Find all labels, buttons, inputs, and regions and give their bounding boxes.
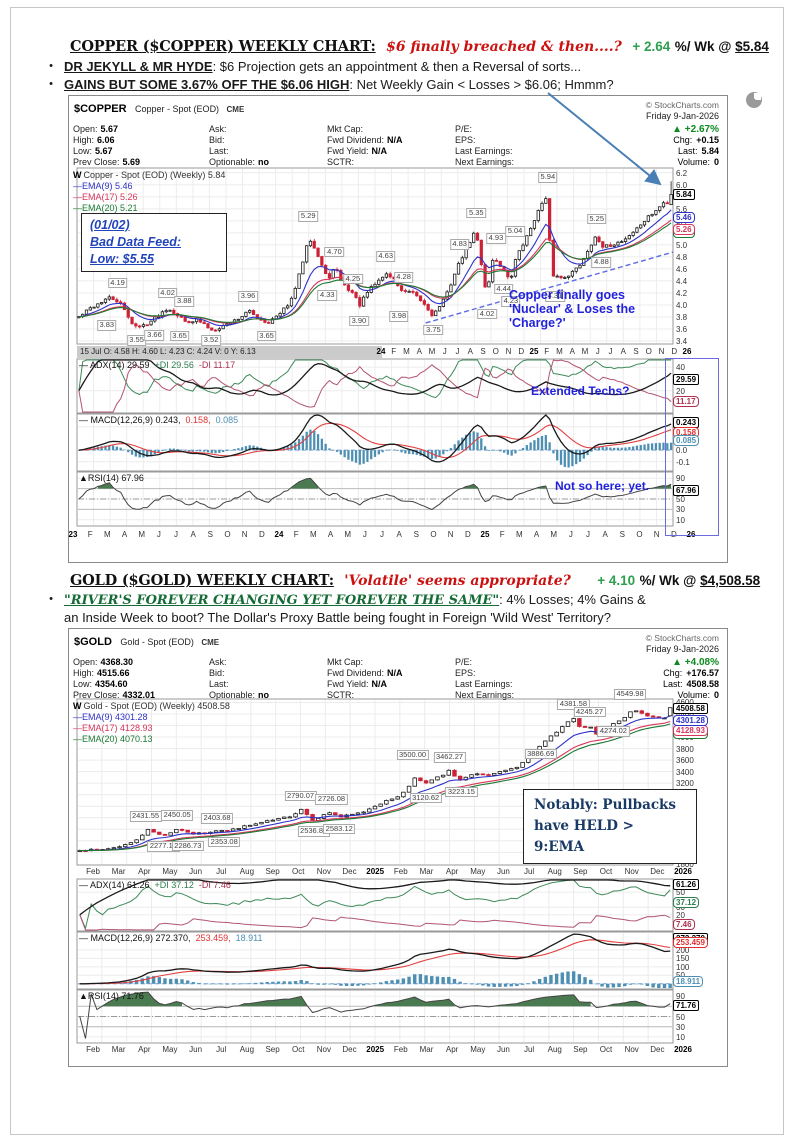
stockcharts-copyright: © StockCharts.com	[645, 633, 719, 643]
copper-title: COPPER ($COPPER) WEEKLY CHART:	[70, 38, 376, 55]
$GOLD-plot-svg	[76, 698, 674, 1044]
copper-section-header: COPPER ($COPPER) WEEKLY CHART: $6 finall…	[70, 38, 769, 55]
annotation-marker-icon	[746, 92, 762, 108]
copper-weekly-pct: + 2.64	[632, 39, 671, 54]
gold-section-header: GOLD ($GOLD) WEEKLY CHART: 'Volatile' se…	[70, 572, 761, 589]
$COPPER-plot-svg	[76, 167, 674, 527]
bullet-icon: •	[49, 593, 53, 605]
gold-price: $4,508.58	[700, 573, 761, 588]
gold-chart: $GOLD Gold - Spot (EOD) CME © StockChart…	[68, 628, 728, 1067]
pullbacks-annotation: Notably: Pullbacks have HELD > 9:EMA	[523, 789, 697, 864]
bullet-icon: •	[49, 60, 53, 72]
copper-bullet-1: • DR JEKYLL & MR HYDE: $6 Projection gets…	[38, 59, 658, 76]
copper-comment: $6 finally breached & then....?	[386, 39, 622, 55]
not-so-here-annotation: Not so here; yet.	[555, 479, 650, 493]
gold-comment: 'Volatile' seems appropriate?	[344, 573, 571, 589]
highlight-rectangle	[665, 358, 719, 536]
gold-title: GOLD ($GOLD) WEEKLY CHART:	[70, 572, 334, 589]
bad-data-annotation: (01/02) Bad Data Feed: Low: $5.55	[81, 213, 227, 272]
copper-symbol: $COPPER	[74, 103, 127, 115]
bullet-icon: •	[49, 78, 53, 90]
extended-techs-annotation: Extended Techs?	[531, 384, 630, 398]
chart-date: Friday 9-Jan-2026	[645, 111, 719, 121]
copper-chart: $COPPER Copper - Spot (EOD) CME © StockC…	[68, 95, 728, 563]
nuclear-annotation: Copper finally goes 'Nuclear' & Loses th…	[509, 288, 636, 330]
copper-price: $5.84	[735, 39, 769, 54]
gold-bullet-1: • "RIVER'S FOREVER CHANGING YET FOREVER T…	[38, 592, 658, 627]
page-border	[10, 7, 784, 1135]
chart-date: Friday 9-Jan-2026	[645, 644, 719, 654]
copper-bullet-2: • GAINS BUT SOME 3.67% OFF THE $6.06 HIGH…	[38, 77, 658, 94]
stockcharts-copyright: © StockCharts.com	[645, 100, 719, 110]
gold-weekly-pct: + 4.10	[597, 573, 636, 588]
gold-symbol: $GOLD	[74, 636, 112, 648]
